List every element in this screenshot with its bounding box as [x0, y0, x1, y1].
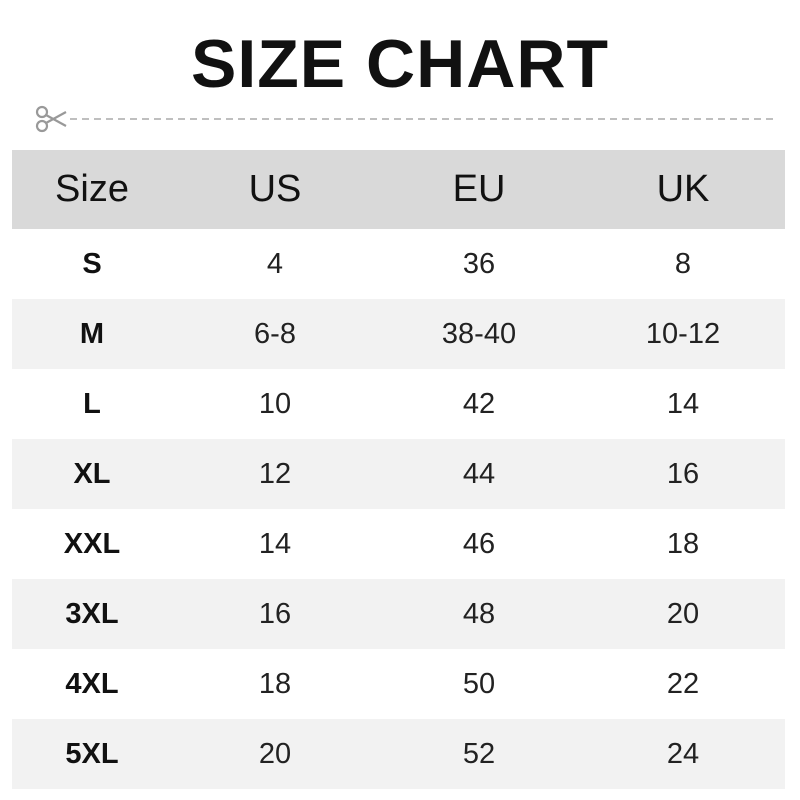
cell-uk: 14 [666, 387, 700, 420]
table-row: 3XL 16 48 20 [12, 579, 785, 649]
table-row: 5XL 20 52 24 [12, 719, 785, 789]
cell-size: L [83, 387, 101, 420]
cell-us: 20 [258, 737, 292, 770]
cell-eu: 36 [462, 247, 496, 280]
cell-size: M [79, 317, 105, 350]
cell-us: 6-8 [254, 317, 296, 350]
size-table: Size US EU UK S 4 36 8 M 6-8 38-40 10-12 L 10 42 14… [12, 150, 785, 789]
cell-eu: 38-40 [441, 317, 517, 350]
page-title: SIZE CHART [191, 26, 609, 102]
cell-size: XXL [63, 527, 121, 560]
scissors-icon [35, 105, 67, 133]
table-row: S 4 36 8 [12, 229, 785, 299]
table-row: 4XL 18 50 22 [12, 649, 785, 719]
cell-size: 5XL [65, 737, 119, 770]
cell-eu: 52 [462, 737, 496, 770]
cell-uk: 8 [674, 247, 692, 280]
table-header: Size US EU UK [12, 150, 785, 229]
table-row: XXL 14 46 18 [12, 509, 785, 579]
cell-us: 4 [266, 247, 284, 280]
cell-eu: 48 [462, 597, 496, 630]
cell-us: 14 [258, 527, 292, 560]
header-uk: UK [656, 168, 710, 210]
cell-us: 16 [258, 597, 292, 630]
cell-us: 18 [258, 667, 292, 700]
header-size: Size [55, 168, 129, 210]
table-row: XL 12 44 16 [12, 439, 785, 509]
cell-size: S [82, 247, 102, 280]
cell-uk: 10-12 [645, 317, 721, 350]
cell-uk: 20 [666, 597, 700, 630]
cell-eu: 50 [462, 667, 496, 700]
cell-eu: 44 [462, 457, 496, 490]
cell-size: 3XL [65, 597, 119, 630]
cut-line [35, 105, 774, 133]
cell-uk: 18 [666, 527, 700, 560]
cell-eu: 42 [462, 387, 496, 420]
cell-uk: 24 [666, 737, 700, 770]
cell-uk: 16 [666, 457, 700, 490]
cell-eu: 46 [462, 527, 496, 560]
cell-us: 12 [258, 457, 292, 490]
cell-size: 4XL [65, 667, 119, 700]
table-row: M 6-8 38-40 10-12 [12, 299, 785, 369]
header-eu: EU [452, 168, 506, 210]
cell-us: 10 [258, 387, 292, 420]
cell-size: XL [73, 457, 111, 490]
header-us: US [248, 168, 302, 210]
cell-uk: 22 [666, 667, 700, 700]
table-row: L 10 42 14 [12, 369, 785, 439]
